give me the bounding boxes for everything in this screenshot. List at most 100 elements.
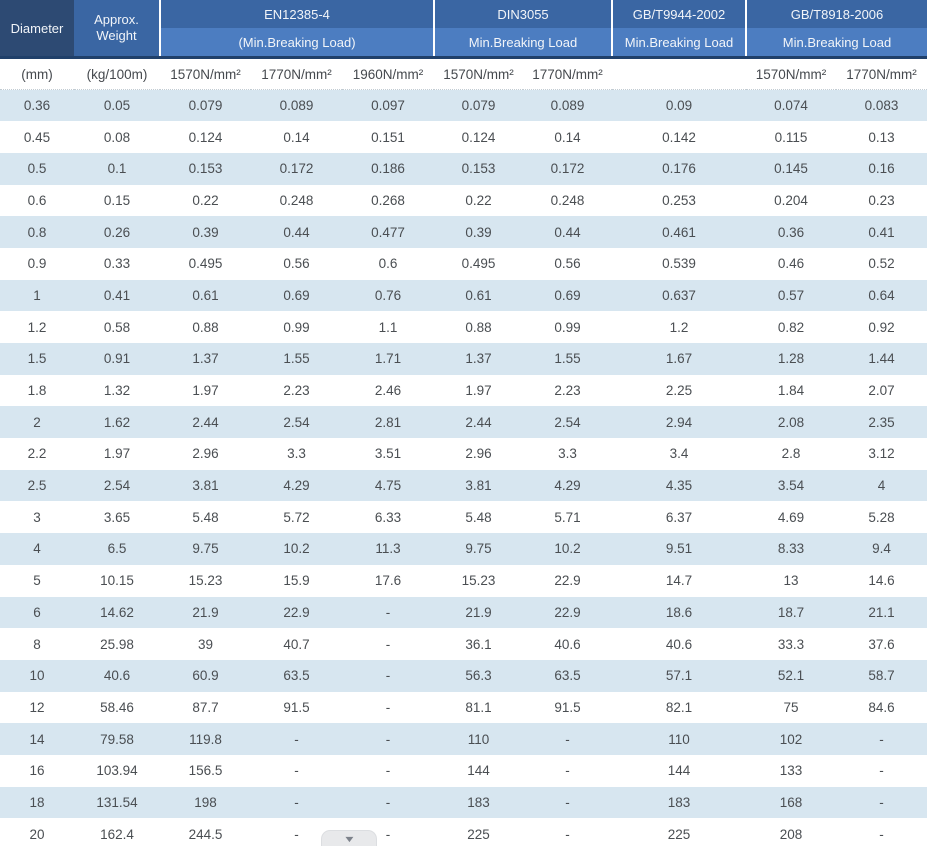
table-cell: - <box>385 794 391 810</box>
unit-en-1960: 1960N/mm² <box>342 57 434 90</box>
table-cell: 84.6 <box>868 699 895 715</box>
table-cell: 40.6 <box>103 668 131 684</box>
unit-en-1570: 1570N/mm² <box>160 57 251 90</box>
unit-weight: (kg/100m) <box>74 57 160 90</box>
table-cell: 9.75 <box>192 541 219 557</box>
table-row: 12 58.46 87.7 91.5 - 81.1 91.5 82.1 75 84.6 <box>0 691 927 724</box>
table-row: 4 6.5 9.75 10.2 11.3 9.75 10.2 9.51 8.33 9.4 <box>0 533 927 565</box>
table-cell: 3.81 <box>465 478 492 494</box>
table-row: 5 10.15 15.23 15.9 17.6 15.23 22.9 14.7 13 14.6 <box>0 564 927 597</box>
table-cell: 0.61 <box>465 287 492 303</box>
table-cell: 0.151 <box>371 129 405 145</box>
table-cell: 1.84 <box>777 383 805 399</box>
table-cell: 0.145 <box>774 161 808 177</box>
table-cell: 0.39 <box>465 224 492 240</box>
table-cell: 10 <box>29 668 45 684</box>
table-row: 6 14.62 21.9 22.9 - 21.9 22.9 18.6 18.7 21.1 <box>0 596 927 629</box>
table-cell: 0.539 <box>662 256 696 272</box>
table-cell: 0.14 <box>283 129 310 145</box>
table-cell: 0.56 <box>554 256 581 272</box>
table-cell: 33.3 <box>777 636 805 652</box>
table-cell: 15.23 <box>461 573 496 589</box>
table-cell: 87.7 <box>192 699 219 715</box>
table-cell: 0.248 <box>550 192 585 208</box>
table-cell: 0.99 <box>283 319 310 335</box>
table-cell: 0.9 <box>27 256 47 272</box>
table-cell: 2.54 <box>554 414 581 430</box>
table-cell: 0.495 <box>188 256 223 272</box>
table-cell: 1.55 <box>554 351 581 367</box>
table-cell: 0.52 <box>868 256 895 272</box>
table-cell: 15.9 <box>283 573 310 589</box>
table-cell: 4.75 <box>374 478 402 494</box>
table-row: 1.2 0.58 0.88 0.99 1.1 0.88 0.99 1.2 0.82 0.92 <box>0 311 927 343</box>
table-cell: - <box>385 763 391 779</box>
scroll-down-tab[interactable]: ▼ <box>321 830 377 846</box>
table-cell: 0.14 <box>554 129 581 145</box>
header-sub-row: (Min.Breaking Load) Min.Breaking Load Mi… <box>0 28 927 59</box>
table-cell: 244.5 <box>188 826 223 842</box>
table-cell: 0.69 <box>554 287 581 303</box>
table-cell: 0.172 <box>279 161 314 177</box>
table-cell: 0.64 <box>868 287 895 303</box>
table-cell: 21.1 <box>868 604 895 620</box>
table-cell: 0.079 <box>188 98 223 114</box>
table-cell: 3.54 <box>777 478 805 494</box>
table-row: 14 79.58 119.8 - - 110 - 110 102 - <box>0 723 927 755</box>
table-cell: 6.37 <box>665 509 693 525</box>
table-cell: 40.7 <box>283 636 310 652</box>
table-cell: 4.29 <box>283 478 310 494</box>
table-row: 0.8 0.26 0.39 0.44 0.477 0.39 0.44 0.461 0.36 0.4… <box>0 216 927 248</box>
table-cell: 198 <box>194 794 217 810</box>
table-cell: 14 <box>29 731 45 747</box>
table-cell: 0.1 <box>107 161 127 177</box>
table-cell: 0.268 <box>371 192 405 208</box>
table-cell: 133 <box>779 763 803 779</box>
table-cell: 1.62 <box>103 414 131 430</box>
table-cell: 4 <box>33 541 41 557</box>
table-cell: 16 <box>29 763 45 779</box>
table-cell: 0.083 <box>864 98 899 114</box>
table-cell: 0.46 <box>777 256 805 272</box>
table-cell: 81.1 <box>465 699 492 715</box>
table-cell: 60.9 <box>192 668 219 684</box>
table-cell: 25.98 <box>100 636 134 652</box>
subheader-gbt8918-min-breaking-load: Min.Breaking Load <box>744 28 927 59</box>
table-cell: 2.07 <box>868 383 895 399</box>
group-header-din3055: DIN3055 <box>433 0 612 28</box>
table-cell: 2.54 <box>283 414 310 430</box>
table-cell: 63.5 <box>283 668 310 684</box>
table-cell: 5.28 <box>868 509 895 525</box>
table-row: 0.45 0.08 0.124 0.14 0.151 0.124 0.14 0.142 0.11… <box>0 121 927 153</box>
table-cell: 8 <box>33 636 41 652</box>
table-cell: 2.08 <box>777 414 805 430</box>
table-cell: 0.253 <box>662 192 696 208</box>
table-cell: - <box>294 763 299 779</box>
table-cell: 1.55 <box>283 351 310 367</box>
table-cell: 0.13 <box>868 129 895 145</box>
table-cell: 5.48 <box>192 509 219 525</box>
table-row: 2 1.62 2.44 2.54 2.81 2.44 2.54 2.94 2.08 2.35 <box>0 406 927 439</box>
table-cell: 1.1 <box>378 319 398 335</box>
table-cell: 10.2 <box>554 541 581 557</box>
table-cell: 5.72 <box>283 509 310 525</box>
table-cell: 2.44 <box>192 414 219 430</box>
table-cell: 144 <box>667 763 691 779</box>
table-cell: 0.8 <box>27 224 47 240</box>
table-cell: 3.3 <box>287 446 306 462</box>
table-cell: - <box>294 794 299 810</box>
table-cell: - <box>294 826 299 842</box>
table-cell: 208 <box>779 826 803 842</box>
table-cell: - <box>879 763 884 779</box>
unit-en-1770: 1770N/mm² <box>251 57 342 90</box>
unit-diameter: (mm) <box>0 57 74 90</box>
table-cell: 0.05 <box>103 98 131 114</box>
table-cell: 18 <box>29 794 45 810</box>
subheader-en-min-breaking-load: (Min.Breaking Load) <box>159 28 434 59</box>
table-cell: 0.26 <box>103 224 131 240</box>
table-cell: 2.46 <box>374 383 402 399</box>
table-cell: 0.089 <box>279 98 314 114</box>
table-cell: 91.5 <box>554 699 581 715</box>
table-cell: - <box>879 826 884 842</box>
unit-din-1570: 1570N/mm² <box>434 57 523 90</box>
